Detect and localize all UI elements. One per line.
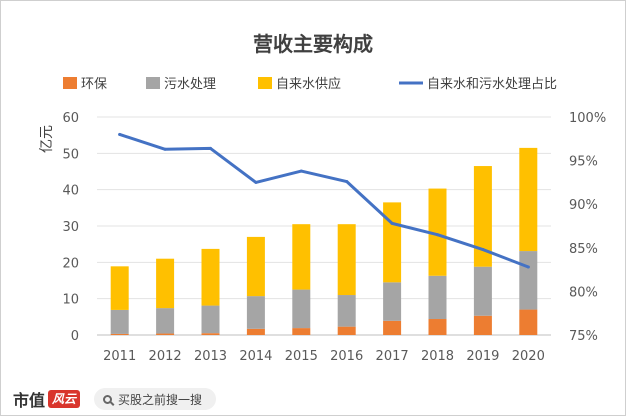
x-tick-label: 2019	[466, 349, 499, 364]
bar-自来水供应-2012	[156, 258, 175, 309]
legend-label: 自来水供应	[276, 76, 341, 92]
bar-自来水供应-2015	[292, 224, 311, 290]
bar-污水处理-2015	[292, 289, 311, 329]
brand-badge: 风云	[48, 390, 81, 408]
y-tick-label: 50	[62, 147, 79, 162]
line-point	[209, 146, 212, 150]
line-point	[254, 180, 258, 184]
bar-自来水供应-2018	[428, 188, 447, 276]
line-point	[390, 221, 394, 225]
chart-canvas: 营收主要构成 环保 污水处理 自来水供应 自来水和污水处理占比 亿元 0 10 20 30 4…	[39, 32, 606, 364]
x-tick-label: 2017	[376, 349, 409, 364]
brand-logo: 市值 风云	[13, 387, 81, 411]
line-point	[481, 248, 485, 252]
y2-tick-label: 75%	[569, 329, 598, 344]
y2-tick-label: 95%	[569, 155, 598, 170]
y2-tick-label: 80%	[569, 285, 598, 300]
bar-环保-2018	[428, 319, 447, 335]
x-tick-label: 2015	[285, 349, 318, 364]
line-point	[163, 147, 167, 151]
bar-环保-2016	[337, 326, 356, 335]
x-tick-label: 2020	[512, 349, 545, 364]
x-tick-label: 2013	[194, 349, 227, 364]
search-box[interactable]: 买股之前搜一搜	[94, 388, 217, 410]
search-icon	[103, 394, 113, 404]
chart-title: 营收主要构成	[253, 32, 373, 56]
y2-tick-label: 100%	[569, 111, 606, 126]
bar-自来水供应-2017	[383, 202, 402, 283]
bar-污水处理-2020	[519, 251, 538, 310]
y-tick-label: 30	[62, 220, 79, 235]
bar-污水处理-2016	[337, 295, 356, 327]
legend-swatch	[63, 77, 77, 89]
y-tick-label: 40	[62, 184, 79, 199]
bar-环保-2015	[292, 328, 311, 335]
line-point	[526, 265, 530, 269]
bar-污水处理-2017	[383, 282, 402, 321]
ratio-line	[118, 132, 530, 269]
x-tick-label: 2012	[149, 349, 182, 364]
bar-自来水供应-2014	[246, 236, 265, 297]
y-tick-label: 60	[62, 111, 79, 126]
bar-污水处理-2014	[246, 296, 265, 329]
bar-环保-2012	[156, 333, 175, 335]
brand-name: 市值	[13, 391, 46, 410]
y-tick-label: 10	[62, 293, 79, 308]
bar-环保-2019	[473, 315, 492, 335]
legend-label: 自来水和污水处理占比	[427, 77, 557, 92]
y-tick-label: 0	[71, 329, 79, 344]
line-point	[345, 180, 349, 184]
x-axis-ticks: 2011 2012 2013 2014 2015 2016 2017 2018 2019 2020	[103, 349, 545, 364]
bar-环保-2020	[519, 309, 538, 335]
bar-污水处理-2018	[428, 275, 447, 320]
search-text: 买股之前搜一搜	[118, 392, 203, 407]
x-tick-label: 2014	[239, 349, 272, 364]
y2-tick-label: 85%	[569, 242, 598, 257]
bar-环保-2017	[383, 320, 402, 335]
x-tick-label: 2018	[421, 349, 454, 364]
y-axis-label: 亿元	[39, 125, 55, 153]
bar-环保-2013	[201, 333, 220, 335]
line-point	[118, 132, 122, 136]
line-series	[118, 132, 530, 269]
bar-自来水供应-2016	[337, 224, 356, 296]
legend-label: 污水处理	[164, 77, 216, 92]
x-tick-label: 2011	[103, 349, 136, 364]
bar-环保-2014	[246, 328, 265, 335]
legend: 环保 污水处理 自来水供应 自来水和污水处理占比	[63, 76, 557, 92]
bar-污水处理-2011	[110, 309, 129, 334]
bar-自来水供应-2013	[201, 248, 220, 306]
footer: 市值 风云 买股之前搜一搜	[1, 383, 625, 415]
y2-tick-label: 90%	[569, 198, 598, 213]
y-axis-ticks: 0 10 20 30 40 50 60	[62, 111, 79, 344]
bar-自来水供应-2019	[473, 166, 492, 267]
y2-axis-ticks: 75% 80% 85% 90% 95% 100%	[569, 111, 606, 344]
bar-污水处理-2012	[156, 308, 175, 334]
bars	[110, 147, 538, 335]
legend-swatch	[258, 77, 272, 89]
bar-自来水供应-2020	[519, 147, 538, 252]
legend-label: 环保	[81, 77, 107, 92]
x-tick-label: 2016	[330, 349, 363, 364]
bar-污水处理-2013	[201, 305, 220, 334]
y-tick-label: 20	[62, 256, 79, 271]
bar-污水处理-2019	[473, 266, 492, 316]
bar-环保-2011	[110, 333, 129, 335]
line-point	[299, 169, 303, 173]
line-point	[436, 233, 439, 237]
legend-swatch	[146, 77, 160, 89]
bar-自来水供应-2011	[110, 266, 129, 310]
